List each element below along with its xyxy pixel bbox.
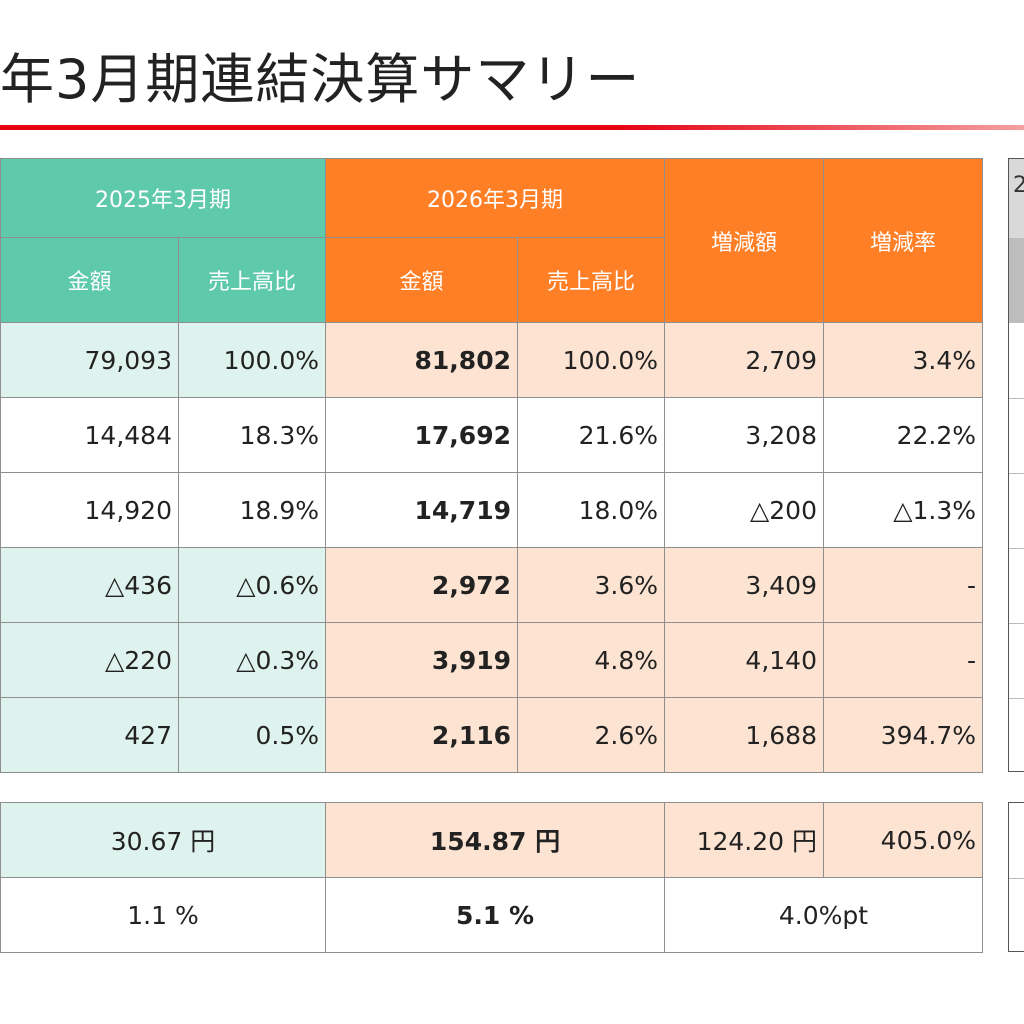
header-period-prev: 2025年3月期 <box>0 158 326 238</box>
roe-row: 1.1 % 5.1 % 4.0%pt <box>0 877 983 953</box>
prev-ratio-cell: 18.3% <box>178 397 326 473</box>
header-amount-curr: 金額 <box>325 237 518 323</box>
eps-row: 30.67 円 154.87 円 124.20 円 405.0% <box>0 802 983 878</box>
prev-ratio-cell: △0.3% <box>178 622 326 698</box>
divider <box>1009 698 1024 699</box>
change-rate-cell: - <box>823 622 983 698</box>
prev-amount-cell: 14,484 <box>0 397 179 473</box>
table-row: 79,093 100.0% 81,802 100.0% 2,709 3.4% <box>0 322 983 398</box>
header-amount-prev: 金額 <box>0 237 179 323</box>
roe-prev-cell: 1.1 % <box>0 877 326 953</box>
change-rate-cell: 22.2% <box>823 397 983 473</box>
next-table-fragment-bottom <box>1008 802 1024 952</box>
table-row: 14,920 18.9% 14,719 18.0% △200 △1.3% <box>0 472 983 548</box>
prev-amount-cell: 14,920 <box>0 472 179 548</box>
prev-amount-cell: △436 <box>0 547 179 623</box>
divider <box>1009 623 1024 624</box>
curr-amount-cell: 3,919 <box>325 622 518 698</box>
curr-ratio-cell: 2.6% <box>517 697 665 773</box>
change-rate-cell: △1.3% <box>823 472 983 548</box>
prev-amount-cell: 427 <box>0 697 179 773</box>
table-row: △436 △0.6% 2,972 3.6% 3,409 - <box>0 547 983 623</box>
table-row: 427 0.5% 2,116 2.6% 1,688 394.7% <box>0 697 983 773</box>
change-rate-cell: 3.4% <box>823 322 983 398</box>
divider <box>1009 398 1024 399</box>
header-row-periods: 2025年3月期 2026年3月期 増減額 増減率 <box>0 158 983 323</box>
curr-amount-cell: 81,802 <box>325 322 518 398</box>
prev-ratio-cell: 100.0% <box>178 322 326 398</box>
header-ratio-prev: 売上高比 <box>178 237 326 323</box>
curr-amount-cell: 14,719 <box>325 472 518 548</box>
table-row: △220 △0.3% 3,919 4.8% 4,140 - <box>0 622 983 698</box>
prev-ratio-cell: △0.6% <box>178 547 326 623</box>
next-table-fragment: 2 <box>1008 158 1024 772</box>
roe-change-cell: 4.0%pt <box>664 877 983 953</box>
change-amount-cell: 3,409 <box>664 547 824 623</box>
curr-amount-cell: 17,692 <box>325 397 518 473</box>
curr-amount-cell: 2,116 <box>325 697 518 773</box>
next-table-header-text: 2 <box>1013 173 1024 198</box>
change-amount-cell: 4,140 <box>664 622 824 698</box>
curr-amount-cell: 2,972 <box>325 547 518 623</box>
curr-ratio-cell: 100.0% <box>517 322 665 398</box>
page-title: 年3月期連結決算サマリー <box>0 48 641 111</box>
header-change-amount: 増減額 <box>664 158 824 323</box>
eps-rate-cell: 405.0% <box>823 802 983 878</box>
eps-curr-cell: 154.87 円 <box>325 802 665 878</box>
change-rate-cell: 394.7% <box>823 697 983 773</box>
eps-prev-cell: 30.67 円 <box>0 802 326 878</box>
prev-ratio-cell: 0.5% <box>178 697 326 773</box>
header-ratio-curr: 売上高比 <box>517 237 665 323</box>
change-amount-cell: △200 <box>664 472 824 548</box>
curr-ratio-cell: 21.6% <box>517 397 665 473</box>
change-amount-cell: 1,688 <box>664 697 824 773</box>
eps-change-cell: 124.20 円 <box>664 802 824 878</box>
divider <box>1009 878 1024 879</box>
curr-ratio-cell: 3.6% <box>517 547 665 623</box>
title-underline <box>0 125 1024 130</box>
curr-ratio-cell: 18.0% <box>517 472 665 548</box>
header-change-rate: 増減率 <box>823 158 983 323</box>
divider <box>1009 548 1024 549</box>
change-amount-cell: 3,208 <box>664 397 824 473</box>
roe-curr-cell: 5.1 % <box>325 877 665 953</box>
curr-ratio-cell: 4.8% <box>517 622 665 698</box>
header-period-curr: 2026年3月期 <box>325 158 665 238</box>
change-amount-cell: 2,709 <box>664 322 824 398</box>
next-table-subheader <box>1009 238 1024 323</box>
prev-amount-cell: 79,093 <box>0 322 179 398</box>
summary-table: 2025年3月期 2026年3月期 増減額 増減率 金額 売上高比 金額 売上高… <box>0 158 983 773</box>
header-row-sub: 金額 売上高比 金額 売上高比 <box>0 237 983 323</box>
per-share-table: 30.67 円 154.87 円 124.20 円 405.0% 1.1 % 5… <box>0 802 983 953</box>
prev-ratio-cell: 18.9% <box>178 472 326 548</box>
divider <box>1009 473 1024 474</box>
next-table-header: 2 <box>1009 159 1024 238</box>
prev-amount-cell: △220 <box>0 622 179 698</box>
table-row: 14,484 18.3% 17,692 21.6% 3,208 22.2% <box>0 397 983 473</box>
change-rate-cell: - <box>823 547 983 623</box>
